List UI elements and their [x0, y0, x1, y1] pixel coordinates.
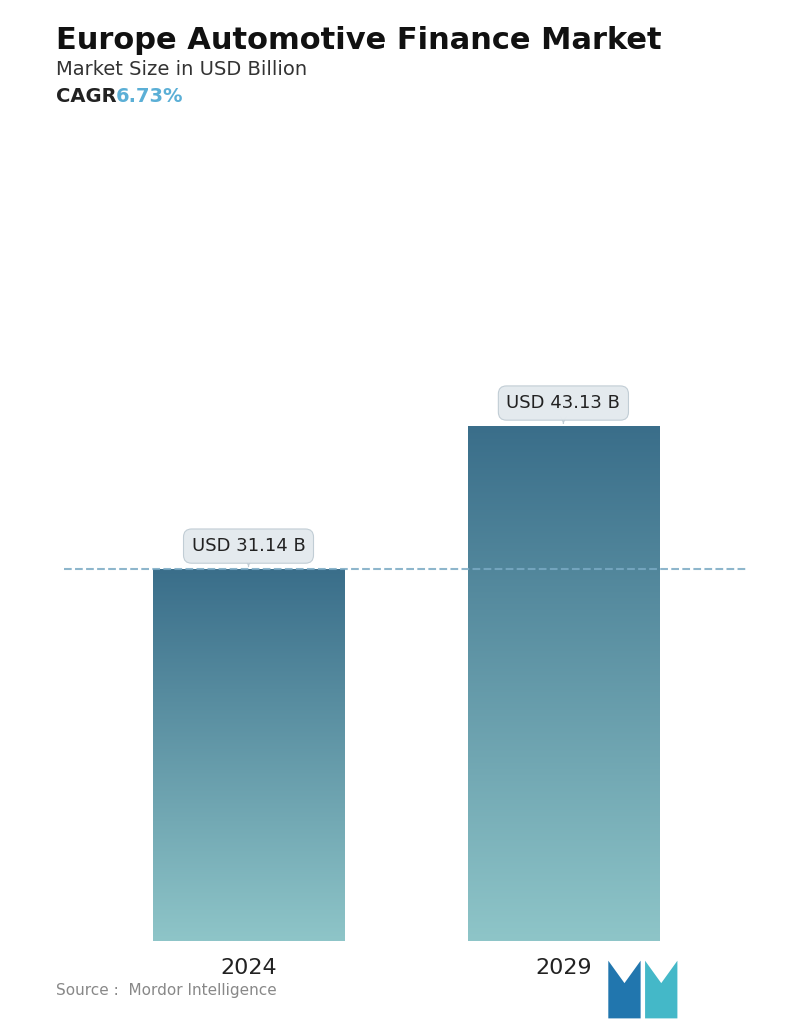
Polygon shape	[645, 961, 677, 1018]
Text: USD 31.14 B: USD 31.14 B	[192, 537, 306, 567]
Text: Europe Automotive Finance Market: Europe Automotive Finance Market	[56, 26, 661, 55]
Text: Source :  Mordor Intelligence: Source : Mordor Intelligence	[56, 982, 276, 998]
Text: USD 43.13 B: USD 43.13 B	[506, 394, 620, 423]
Text: CAGR: CAGR	[56, 87, 116, 105]
Polygon shape	[608, 961, 641, 1018]
Text: Market Size in USD Billion: Market Size in USD Billion	[56, 60, 306, 79]
Text: 6.73%: 6.73%	[115, 87, 183, 105]
